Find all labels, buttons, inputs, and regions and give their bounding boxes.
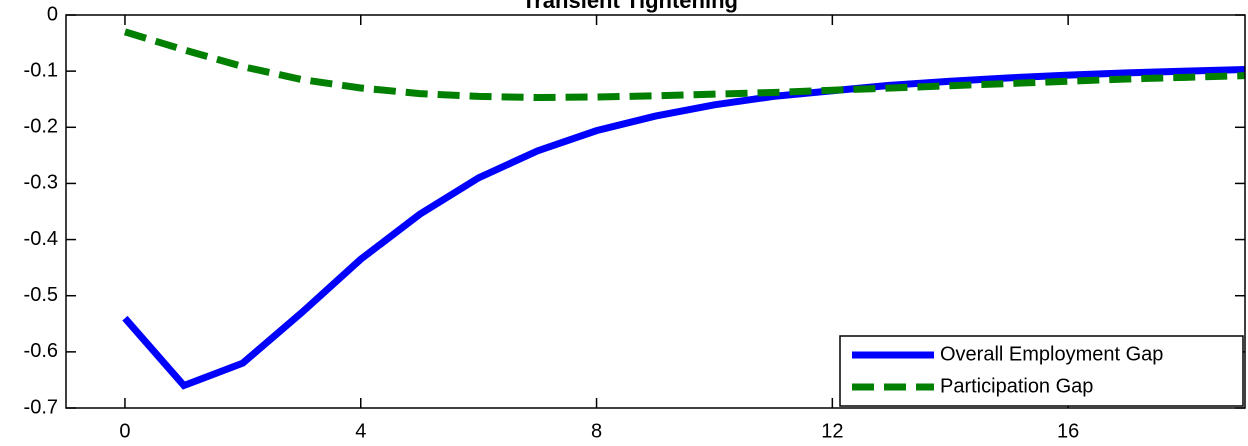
legend-box <box>839 335 1244 407</box>
y-tick-label: -0.2 <box>24 116 58 138</box>
y-tick-label: -0.1 <box>24 59 58 81</box>
x-tick-label: 8 <box>591 420 602 442</box>
x-tick-label: 16 <box>1057 420 1079 442</box>
x-tick-label: 4 <box>355 420 366 442</box>
chart-title: Transient Tightening <box>522 0 738 13</box>
legend-label: Participation Gap <box>940 375 1093 397</box>
legend-label: Overall Employment Gap <box>940 343 1163 365</box>
y-tick-label: -0.4 <box>24 228 58 250</box>
y-tick-label: -0.5 <box>24 284 58 306</box>
data-line <box>122 65 1246 390</box>
plot-frame <box>65 14 1246 409</box>
y-tick-label: 0 <box>47 3 58 25</box>
y-tick-label: -0.3 <box>24 172 58 194</box>
y-tick-label: -0.7 <box>24 396 58 418</box>
y-tick-label: -0.6 <box>24 340 58 362</box>
x-tick-label: 12 <box>821 420 843 442</box>
x-tick-label: 0 <box>119 420 130 442</box>
data-line <box>123 28 1246 102</box>
